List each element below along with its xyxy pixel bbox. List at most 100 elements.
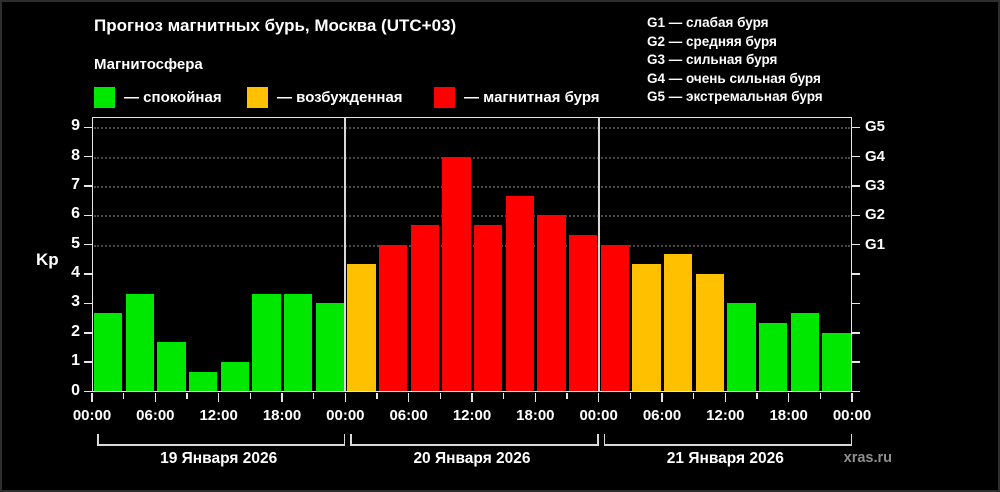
kp-bar-day3-slot8 [822, 332, 851, 392]
y-tick-label-3: 3 [71, 293, 80, 311]
day-bracket-start-tick-3 [603, 434, 606, 444]
x-tick-54h [661, 393, 663, 402]
x-tick-33h [439, 393, 442, 399]
g-scale-line-3: G3 — сильная буря [647, 52, 778, 67]
x-tick-66h [787, 393, 790, 402]
legend-item-storm: — магнитная буря [434, 86, 600, 108]
kp-bar-day1-slot6 [252, 293, 281, 392]
kp-bar-day3-slot4 [695, 274, 724, 392]
x-tick-label-1: 06:00 [136, 406, 175, 424]
x-tick-60h [724, 393, 727, 402]
y-tick-label-9: 9 [71, 117, 80, 135]
y-tick-8 [84, 155, 92, 158]
kp-bar-day1-slot4 [189, 371, 218, 392]
g-scale-line-1: G1 — слабая буря [647, 15, 769, 30]
x-tick-48h [597, 393, 600, 402]
y-tick-6 [84, 214, 92, 217]
right-tick-4 [852, 273, 860, 275]
y-tick-5 [84, 243, 92, 246]
y-tick-label-0: 0 [71, 381, 80, 399]
kp-bar-day3-slot3 [664, 254, 693, 392]
right-axis-label-G5: G5 [865, 118, 886, 136]
x-tick-label-12: 00:00 [832, 406, 872, 424]
x-tick-57h [692, 393, 695, 399]
x-tick-label-2: 12:00 [199, 406, 238, 424]
legend-item-quiet: — спокойная [94, 86, 222, 108]
day-bracket-start-tick-1 [97, 434, 99, 444]
day-bracket-3 [603, 444, 852, 446]
x-tick-label-10: 12:00 [706, 406, 745, 424]
gridline-kp7 [94, 186, 850, 188]
y-tick-2 [84, 332, 92, 334]
excited-swatch [247, 86, 268, 108]
kp-bar-day2-slot1 [347, 264, 376, 392]
day-bracket-2 [350, 444, 599, 446]
kp-bar-day2-slot5 [474, 225, 503, 392]
x-tick-0h [91, 393, 93, 402]
right-tick-6 [852, 214, 860, 217]
xras-watermark: xras.ru [843, 450, 892, 466]
right-tick-5 [852, 243, 860, 246]
x-tick-12h [217, 393, 220, 402]
kp-bar-day1-slot5 [220, 362, 249, 392]
x-tick-39h [502, 393, 505, 399]
y-tick-label-8: 8 [71, 146, 80, 164]
x-tick-36h [471, 393, 473, 402]
kp-bar-day2-slot3 [410, 225, 439, 392]
day-bracket-end-tick-2 [597, 434, 599, 444]
gridline-kp6 [94, 215, 850, 218]
kp-bar-day1-slot7 [284, 293, 313, 392]
right-tick-9 [852, 126, 860, 129]
y-tick-label-5: 5 [71, 234, 80, 252]
kp-bar-day3-slot5 [727, 303, 756, 392]
day-bracket-start-tick-2 [350, 434, 352, 444]
gridline-kp9 [94, 127, 850, 130]
kp-bar-day3-slot2 [632, 264, 661, 392]
x-tick-15h [249, 393, 252, 399]
kp-bar-day1-slot3 [157, 342, 186, 392]
kp-bar-day1-slot1 [94, 313, 123, 392]
x-tick-30h [407, 393, 410, 402]
x-tick-label-11: 18:00 [769, 406, 808, 424]
x-tick-label-6: 12:00 [452, 406, 492, 424]
g-scale-line-4: G4 — очень сильная буря [647, 70, 821, 86]
y-tick-label-7: 7 [71, 176, 80, 193]
x-tick-label-5: 06:00 [389, 406, 428, 424]
y-tick-7 [84, 185, 92, 187]
x-tick-45h [566, 393, 568, 399]
x-tick-label-3: 18:00 [262, 406, 302, 424]
day-bracket-1 [97, 444, 346, 446]
x-tick-label-4: 00:00 [326, 406, 365, 424]
x-tick-label-8: 00:00 [579, 406, 618, 424]
kp-bar-day3-slot7 [790, 313, 819, 392]
magnetosphere-label: Магнитосфера [94, 56, 203, 73]
y-tick-9 [84, 126, 92, 129]
kp-bar-day2-slot2 [379, 244, 408, 392]
gridline-kp8 [94, 156, 850, 159]
quiet-swatch [94, 86, 115, 108]
y-tick-0 [84, 390, 92, 393]
x-tick-69h [819, 393, 822, 399]
plot-border [92, 116, 852, 392]
right-tick-7 [852, 185, 860, 187]
legend-label-excited: — возбужденная [277, 88, 403, 106]
kp-bar-day3-slot6 [759, 323, 788, 392]
date-label-3: 21 Января 2026 [666, 450, 784, 467]
page-title: Прогноз магнитных бурь, Москва (UTC+03) [94, 16, 457, 35]
x-tick-51h [629, 393, 632, 399]
day-divider-1 [344, 116, 347, 392]
kp-bar-day1-slot8 [315, 303, 344, 392]
right-axis-label-G2: G2 [865, 206, 886, 224]
g-scale-line-5: G5 — экстремальная буря [647, 89, 823, 104]
kp-bar-day2-slot8 [569, 235, 598, 392]
legend-label-storm: — магнитная буря [464, 88, 600, 106]
right-tick-2 [852, 332, 860, 334]
state-legend: — спокойная — возбужденная — магнитная бур… [2, 86, 998, 108]
right-tick-3 [852, 302, 860, 305]
x-tick-72h [851, 393, 853, 402]
storm-swatch [434, 86, 455, 108]
y-tick-4 [84, 273, 92, 275]
x-tick-label-7: 18:00 [516, 406, 555, 424]
right-tick-0 [852, 390, 860, 393]
y-tick-label-6: 6 [71, 205, 80, 223]
